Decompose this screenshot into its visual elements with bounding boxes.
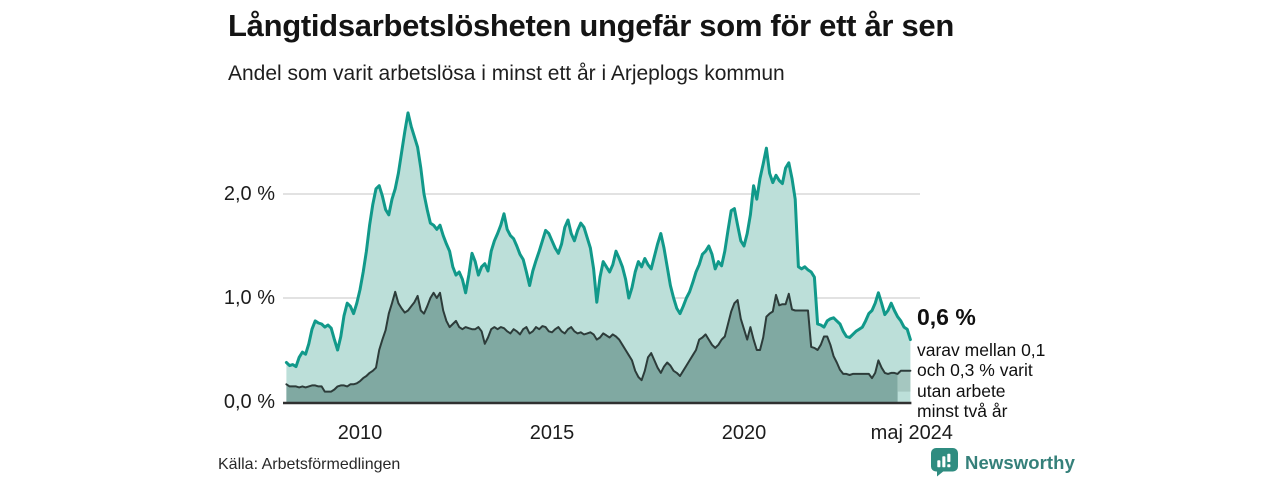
- chart-subtitle: Andel som varit arbetslösa i minst ett å…: [228, 62, 785, 85]
- x-axis-tick-label: maj 2024: [870, 422, 953, 444]
- uncertainty-band: [897, 370, 911, 392]
- area-minst-tva-ar: [286, 291, 898, 402]
- newsworthy-logo-icon: [931, 448, 958, 477]
- annotation-line: minst två år: [917, 401, 1008, 422]
- line-minst-ett-ar: [284, 111, 912, 369]
- y-axis-tick-label: 2,0 %: [223, 183, 275, 205]
- chart-title: Långtidsarbetslösheten ungefär som för e…: [228, 8, 955, 43]
- annotation-line: och 0,3 % varit: [917, 360, 1033, 381]
- source-caption: Källa: Arbetsförmedlingen: [218, 456, 401, 473]
- x-axis-tick-label: 2010: [337, 422, 383, 444]
- x-axis-tick-label: 2015: [529, 422, 575, 444]
- line-minst-tva-ar: [285, 290, 912, 393]
- annotation-line: varav mellan 0,1: [917, 340, 1046, 360]
- y-axis-tick-label: 1,0 %: [223, 287, 275, 309]
- latest-value-label: 0,6 %: [917, 304, 976, 330]
- latest-value-annotation: 0,6 % varav mellan 0,1 och 0,3 % varit uta…: [917, 304, 1077, 422]
- newsworthy-logo: Newsworthy: [931, 448, 1075, 477]
- annotation-line: utan arbete: [917, 380, 1006, 401]
- y-axis-tick-label: 0,0 %: [223, 391, 275, 413]
- annotation-description: varav mellan 0,1 och 0,3 % varit utan arbe…: [917, 340, 1077, 422]
- newsworthy-logo-text: Newsworthy: [965, 451, 1075, 473]
- x-axis-tick-label: 2020: [721, 422, 767, 444]
